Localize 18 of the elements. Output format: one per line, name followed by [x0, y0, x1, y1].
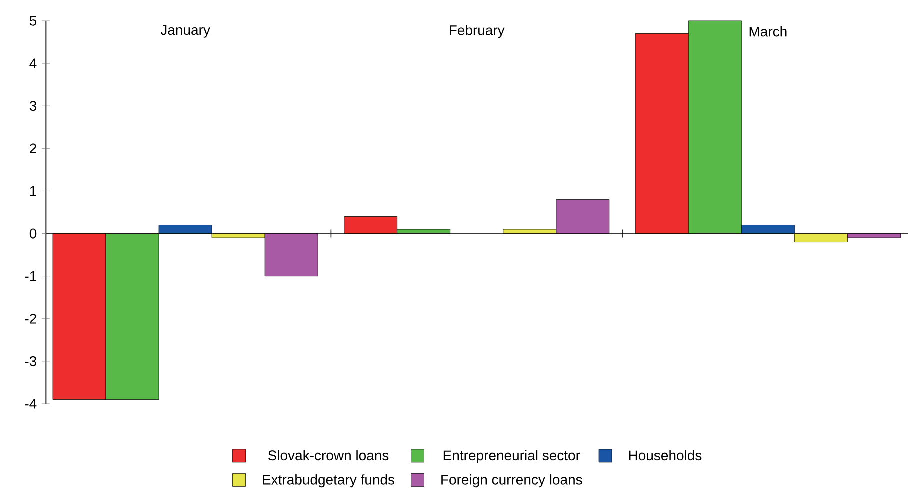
legend-label: Households	[629, 450, 702, 461]
y-tick-label: 0	[30, 228, 37, 239]
y-tick-label: -2	[25, 314, 36, 324]
x-tick-label: January	[160, 25, 210, 38]
y-tick-label: 5	[30, 16, 37, 26]
y-tick-label: 1	[30, 186, 36, 196]
y-tick-label: 2	[30, 144, 36, 154]
y-tick-label: 3	[30, 101, 37, 112]
legend-label: Extrabudgetary funds	[263, 474, 395, 488]
y-tick-label: -4	[25, 399, 37, 409]
legend-label: Foreign currency loans	[442, 474, 582, 488]
x-tick-label: March	[750, 26, 787, 37]
legend-label: Entrepreneurial sector	[444, 450, 580, 464]
x-tick-label: February	[450, 25, 505, 38]
y-tick-label: 4	[30, 58, 37, 68]
y-tick-label: -1	[25, 272, 36, 282]
legend-label: Slovak-crown loans	[268, 450, 389, 461]
y-tick-label: -3	[25, 356, 37, 366]
